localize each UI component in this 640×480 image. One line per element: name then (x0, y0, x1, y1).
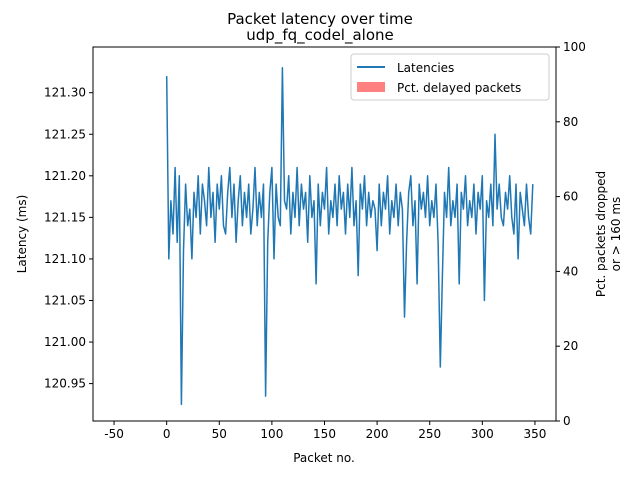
y2-tick-label: 0 (563, 414, 571, 428)
y2-tick-label: 80 (563, 115, 578, 129)
x-tick-label: 200 (366, 427, 389, 441)
y-tick-label: 121.25 (44, 127, 86, 141)
y2-axis-label-line1: Pct. packets dropped (594, 171, 608, 297)
x-tick-label: 300 (471, 427, 494, 441)
y-tick-label: 121.30 (44, 86, 86, 100)
legend-delayed-label: Pct. delayed packets (397, 81, 521, 95)
y-tick-label: 120.95 (44, 377, 86, 391)
plot-frame (92, 46, 557, 422)
y-tick-label: 121.00 (44, 335, 86, 349)
x-tick-label: 250 (418, 427, 441, 441)
legend-delayed-swatch (357, 82, 385, 92)
chart-title: Packet latency over time (227, 10, 413, 28)
x-axis-label: Packet no. (293, 451, 355, 465)
x-tick-label: 150 (313, 427, 336, 441)
y-axis-label: Latency (ms) (15, 195, 29, 274)
y-tick-label: 121.05 (44, 293, 86, 307)
latency-series-line (165, 67, 534, 406)
y-tick-label: 121.20 (44, 169, 86, 183)
plot-area (165, 67, 534, 406)
y2-tick-label: 20 (563, 339, 578, 353)
y-tick-label: 121.10 (44, 252, 86, 266)
legend: Latencies Pct. delayed packets (350, 53, 550, 101)
legend-box (350, 53, 550, 101)
y2-tick-label: 40 (563, 264, 578, 278)
y2-tick-label: 100 (563, 40, 586, 54)
y-tick-label: 121.15 (44, 210, 86, 224)
x-tick-label: 0 (163, 427, 171, 441)
y2-axis-label-line2: or > 160 ms (609, 197, 623, 272)
y2-tick-label: 60 (563, 190, 578, 204)
legend-latencies-label: Latencies (397, 61, 454, 75)
x-tick-label: -50 (104, 427, 124, 441)
chart-subtitle: udp_fq_codel_alone (246, 26, 393, 45)
x-tick-label: 350 (524, 427, 547, 441)
x-tick-label: 50 (212, 427, 227, 441)
x-tick-label: 100 (260, 427, 283, 441)
axis-ticks: -50 0 50 100 150 200 250 300 350120.95121.00121.… (44, 40, 586, 441)
